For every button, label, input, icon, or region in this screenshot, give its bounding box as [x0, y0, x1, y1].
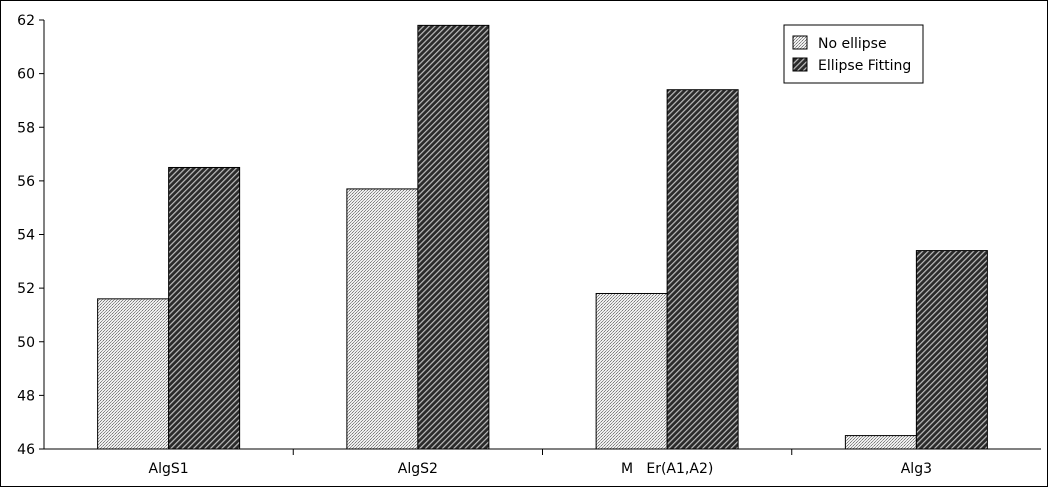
bars: [97, 24, 988, 450]
legend-box: [783, 24, 924, 84]
y-axis-ticks: 46 48 50 52 54 56 58 60 62: [17, 13, 44, 458]
bar-no-ellipse: [844, 435, 917, 450]
x-category-label: AlgS1: [149, 461, 189, 477]
x-category-label: Alg3: [901, 461, 932, 477]
y-tick-label: 58: [17, 120, 35, 136]
y-tick-label: 62: [17, 13, 35, 29]
bar-ellipse-fitting: [666, 89, 739, 450]
bar-ellipse-fitting: [168, 166, 241, 450]
y-tick-label: 54: [17, 228, 35, 244]
y-tick-label: 46: [17, 442, 35, 458]
y-tick-label: 50: [17, 335, 35, 351]
bar-ellipse-fitting: [915, 250, 988, 450]
bar-no-ellipse: [97, 298, 170, 450]
x-axis-categories: AlgS1 AlgS2 M Er(A1,A2) Alg3: [149, 449, 932, 477]
bar-no-ellipse: [346, 188, 419, 450]
y-tick-label: 52: [17, 281, 35, 297]
y-tick-label: 60: [17, 67, 35, 83]
legend-swatch-no-ellipse: [792, 35, 808, 50]
bar-ellipse-fitting: [417, 24, 490, 450]
x-category-label: M Er(A1,A2): [621, 461, 713, 477]
bar-no-ellipse: [595, 292, 668, 450]
legend-label-no-ellipse: No ellipse: [818, 36, 887, 52]
x-category-label: AlgS2: [398, 461, 438, 477]
legend-label-ellipse-fitting: Ellipse Fitting: [818, 58, 911, 74]
y-tick-label: 56: [17, 174, 35, 190]
y-tick-label: 48: [17, 388, 35, 404]
legend-swatch-ellipse-fitting: [792, 57, 808, 72]
legend: No ellipse Ellipse Fitting: [783, 24, 924, 84]
